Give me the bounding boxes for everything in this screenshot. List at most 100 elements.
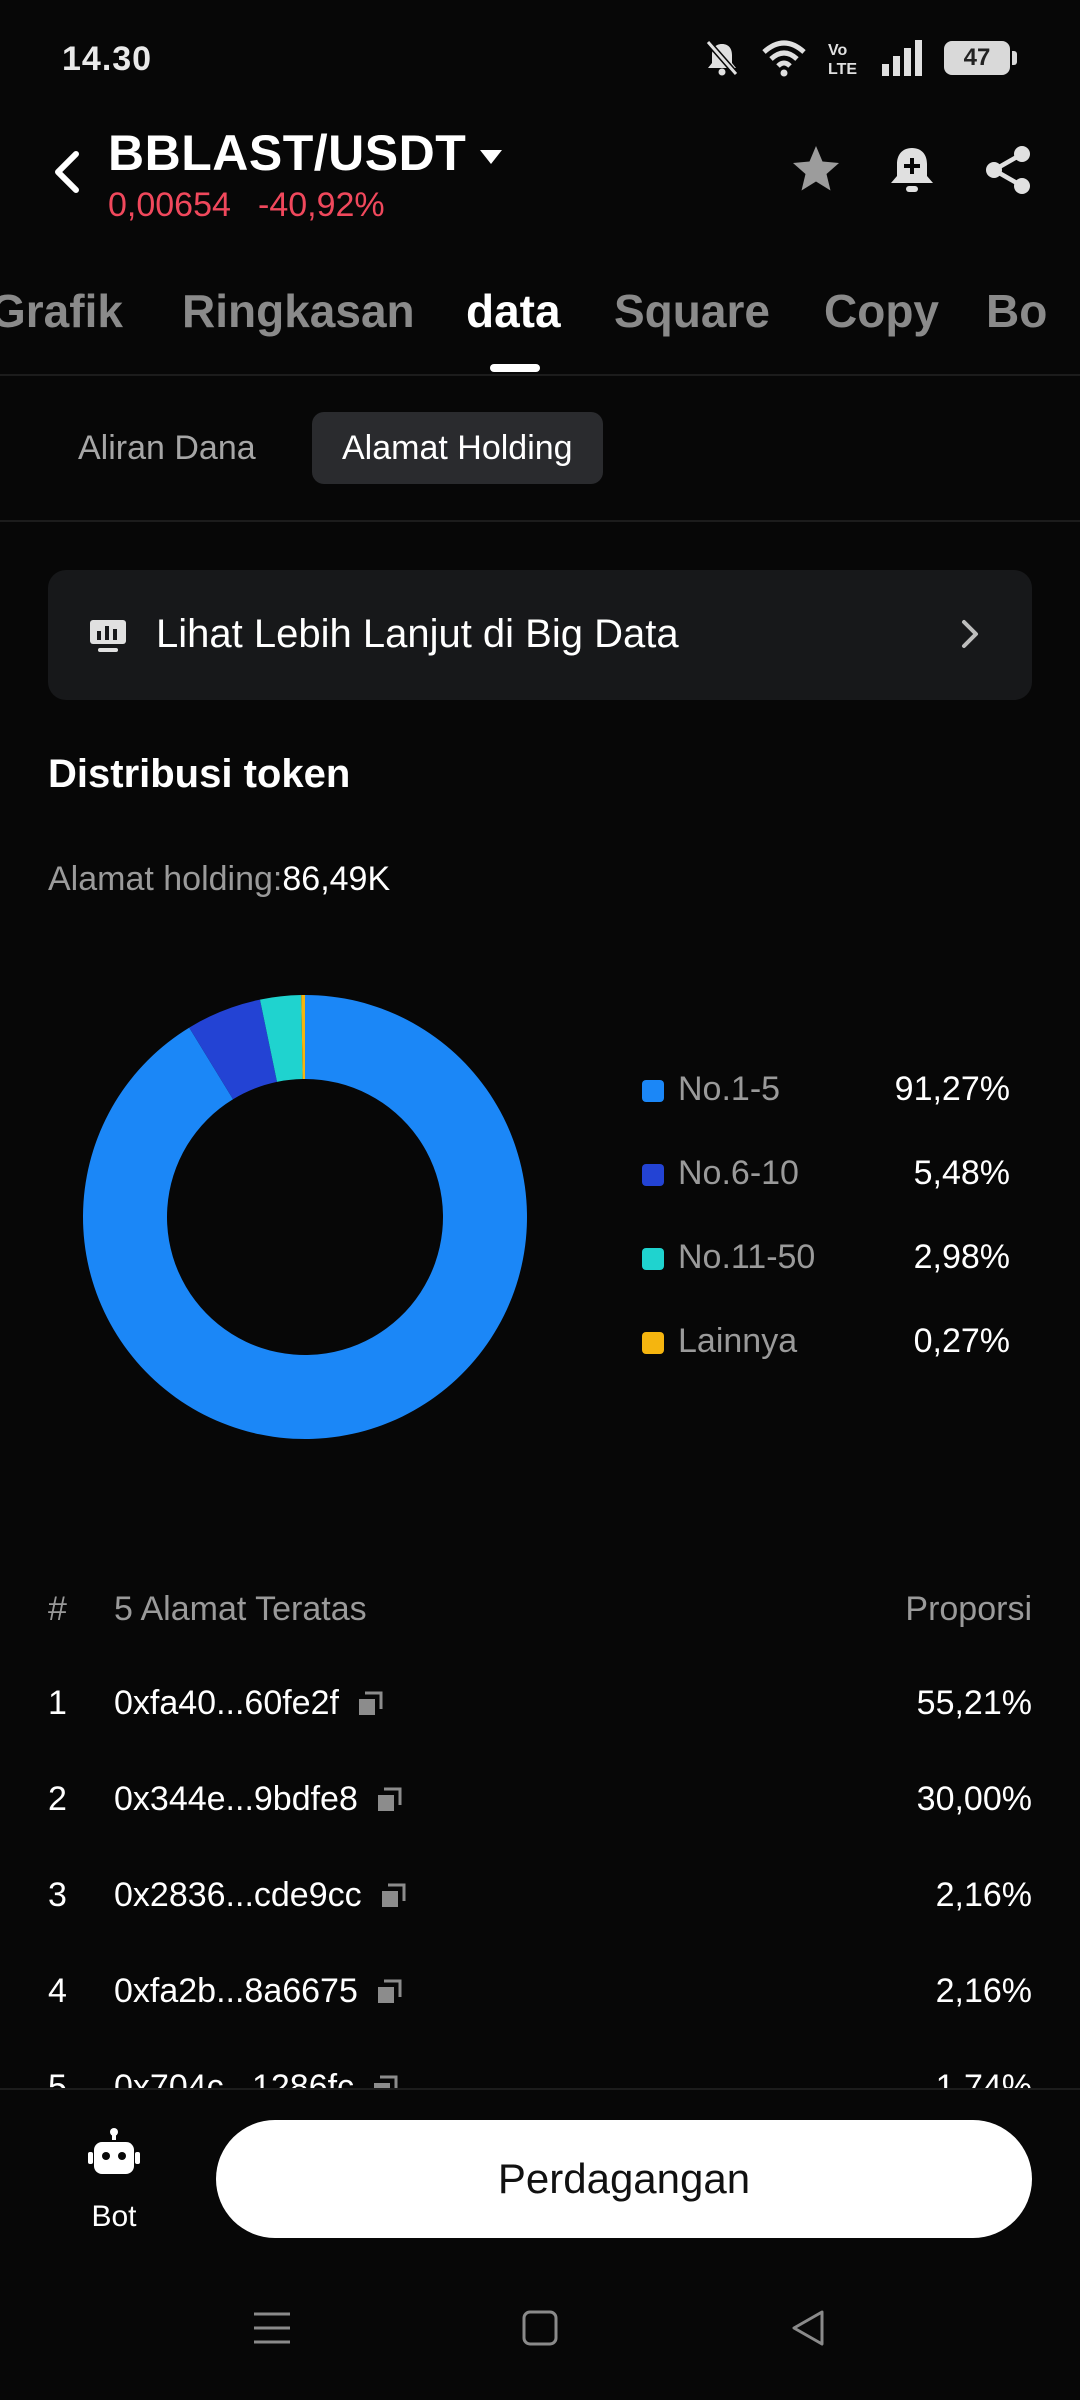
legend-swatch [642, 1248, 664, 1270]
trade-button[interactable]: Perdagangan [216, 2120, 1032, 2238]
header-proportion: Proporsi [905, 1590, 1032, 1628]
legend-swatch [642, 1332, 664, 1354]
tab-ringkasan[interactable]: Ringkasan [182, 285, 415, 337]
legend-label: No.6-10 [678, 1154, 799, 1192]
legend-item: No.6-10 5,48% [640, 1150, 1010, 1234]
subtab-alamat-holding[interactable]: Alamat Holding [312, 412, 603, 484]
copy-icon[interactable] [378, 1881, 408, 1911]
row-rank: 2 [48, 1780, 67, 1818]
copy-icon[interactable] [355, 1689, 385, 1719]
tab-grafik[interactable]: Grafik [0, 285, 123, 337]
status-icons: Vo LTE 47 [702, 38, 1017, 78]
row-address: 0xfa2b...8a6675 [114, 1972, 404, 2011]
bell-muted-icon [705, 40, 739, 76]
address-text: 0xfa40...60fe2f [114, 1684, 339, 1722]
address-text: 0xfa2b...8a6675 [114, 1972, 358, 2010]
address-text: 0x2836...cde9cc [114, 1876, 362, 1914]
system-nav-bar [0, 2258, 1080, 2400]
row-address: 0x344e...9bdfe8 [114, 1780, 404, 1819]
row-proportion: 1,74% [935, 2068, 1032, 2088]
header-rank: # [48, 1590, 67, 1628]
pair-price: 0,00654 [108, 186, 231, 224]
row-rank: 5 [48, 2068, 67, 2088]
copy-icon[interactable] [370, 2073, 400, 2089]
table-row: 1 0xfa40...60fe2f 55,21% [48, 1684, 1032, 1780]
legend-label: Lainnya [678, 1322, 798, 1360]
donut-slice-no-1-5 [82, 995, 527, 1439]
table-row: 5 0x704c...1286fc 1,74% [48, 2068, 1032, 2088]
banner-text: Lihat Lebih Lanjut di Big Data [156, 612, 679, 656]
row-rank: 1 [48, 1684, 67, 1722]
donut-slice-no-6-10 [189, 999, 278, 1100]
top-addresses-table: # 5 Alamat Teratas Proporsi 1 0xfa40...6… [48, 1580, 1032, 2088]
row-address: 0xfa40...60fe2f [114, 1684, 385, 1723]
holding-value: 86,49K [282, 860, 391, 898]
tab-square[interactable]: Square [614, 285, 770, 337]
chevron-right-icon [962, 620, 978, 648]
legend-value: 91,27% [894, 1070, 1010, 1108]
legend-label: No.11-50 [678, 1238, 816, 1276]
tab-bot[interactable]: Bo [986, 285, 1048, 337]
address-text: 0x344e...9bdfe8 [114, 1780, 358, 1818]
pair-title[interactable]: BBLAST/USDT [108, 125, 467, 181]
table-row: 4 0xfa2b...8a6675 2,16% [48, 1972, 1032, 2068]
copy-icon[interactable] [374, 1785, 404, 1815]
main-tabs: Grafik Ringkasan data Square Copy Bo [0, 270, 1080, 376]
legend-swatch [642, 1080, 664, 1102]
tab-copy[interactable]: Copy [824, 285, 939, 337]
row-proportion: 30,00% [916, 1780, 1032, 1818]
status-bar: 14.30 Vo LTE 47 [0, 0, 1080, 120]
battery-icon: 47 [944, 41, 1017, 75]
back-triangle-icon[interactable] [786, 2306, 830, 2350]
pair-change: -40,92% [258, 186, 385, 224]
tab-indicator [490, 364, 540, 372]
address-text: 0x704c...1286fc [114, 2068, 355, 2088]
big-data-banner[interactable]: Lihat Lebih Lanjut di Big Data [48, 570, 1032, 700]
svg-text:Vo: Vo [828, 42, 847, 59]
tab-data[interactable]: data [466, 285, 561, 337]
legend-value: 0,27% [913, 1322, 1010, 1360]
legend-item: No.1-5 91,27% [640, 1066, 1010, 1150]
legend-label: No.1-5 [678, 1070, 781, 1108]
share-icon[interactable] [978, 140, 1038, 200]
volte-icon: Vo LTE [828, 42, 857, 78]
distribution-title: Distribusi token [48, 752, 351, 796]
legend-value: 2,98% [913, 1238, 1010, 1276]
row-proportion: 2,16% [935, 1972, 1032, 2010]
signal-icon [882, 40, 922, 76]
wifi-icon [762, 40, 806, 77]
legend-item: No.11-50 2,98% [640, 1234, 1010, 1318]
copy-icon[interactable] [374, 1977, 404, 2007]
chart-legend: No.1-5 91,27% No.6-10 5,48% No.11-50 2,9… [640, 1066, 1010, 1402]
legend-swatch [642, 1164, 664, 1186]
pair-header: BBLAST/USDT 0,00654 -40,92% [0, 120, 1080, 250]
table-row: 3 0x2836...cde9cc 2,16% [48, 1876, 1032, 1972]
holding-label: Alamat holding: [48, 860, 283, 898]
row-rank: 3 [48, 1876, 67, 1914]
caret-down-icon[interactable] [476, 142, 506, 172]
token-distribution-donut [82, 995, 527, 1439]
row-proportion: 55,21% [916, 1684, 1032, 1722]
legend-value: 5,48% [913, 1154, 1010, 1192]
sub-tabs: Aliran Dana Alamat Holding [0, 378, 1080, 522]
bottom-action-bar: Bot Perdagangan [0, 2088, 1080, 2258]
star-icon[interactable] [786, 140, 846, 200]
donut-slice-lainnya [301, 995, 305, 1080]
back-icon[interactable] [44, 144, 92, 200]
robot-icon[interactable] [88, 2128, 140, 2180]
subtab-aliran-dana[interactable]: Aliran Dana [78, 428, 256, 467]
monitor-chart-icon [90, 620, 126, 652]
row-address: 0x2836...cde9cc [114, 1876, 408, 1915]
holding-count: Alamat holding:86,49K [48, 860, 390, 899]
home-square-icon[interactable] [518, 2306, 562, 2350]
legend-item: Lainnya 0,27% [640, 1318, 1010, 1402]
row-proportion: 2,16% [935, 1876, 1032, 1914]
status-time: 14.30 [62, 40, 153, 78]
bell-plus-icon[interactable] [882, 140, 942, 200]
row-address: 0x704c...1286fc [114, 2068, 400, 2088]
table-row: 2 0x344e...9bdfe8 30,00% [48, 1780, 1032, 1876]
menu-icon[interactable] [250, 2306, 294, 2350]
bot-label[interactable]: Bot [91, 2200, 137, 2233]
row-rank: 4 [48, 1972, 67, 2010]
header-address: 5 Alamat Teratas [114, 1590, 367, 1628]
